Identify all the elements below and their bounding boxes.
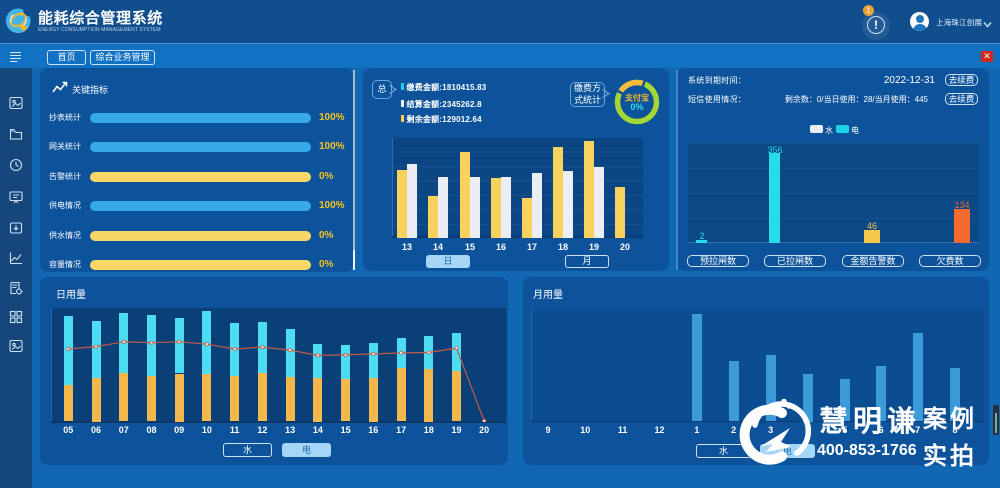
svg-text:0%: 0% <box>630 102 643 112</box>
svg-text:支付宝: 支付宝 <box>624 93 649 103</box>
